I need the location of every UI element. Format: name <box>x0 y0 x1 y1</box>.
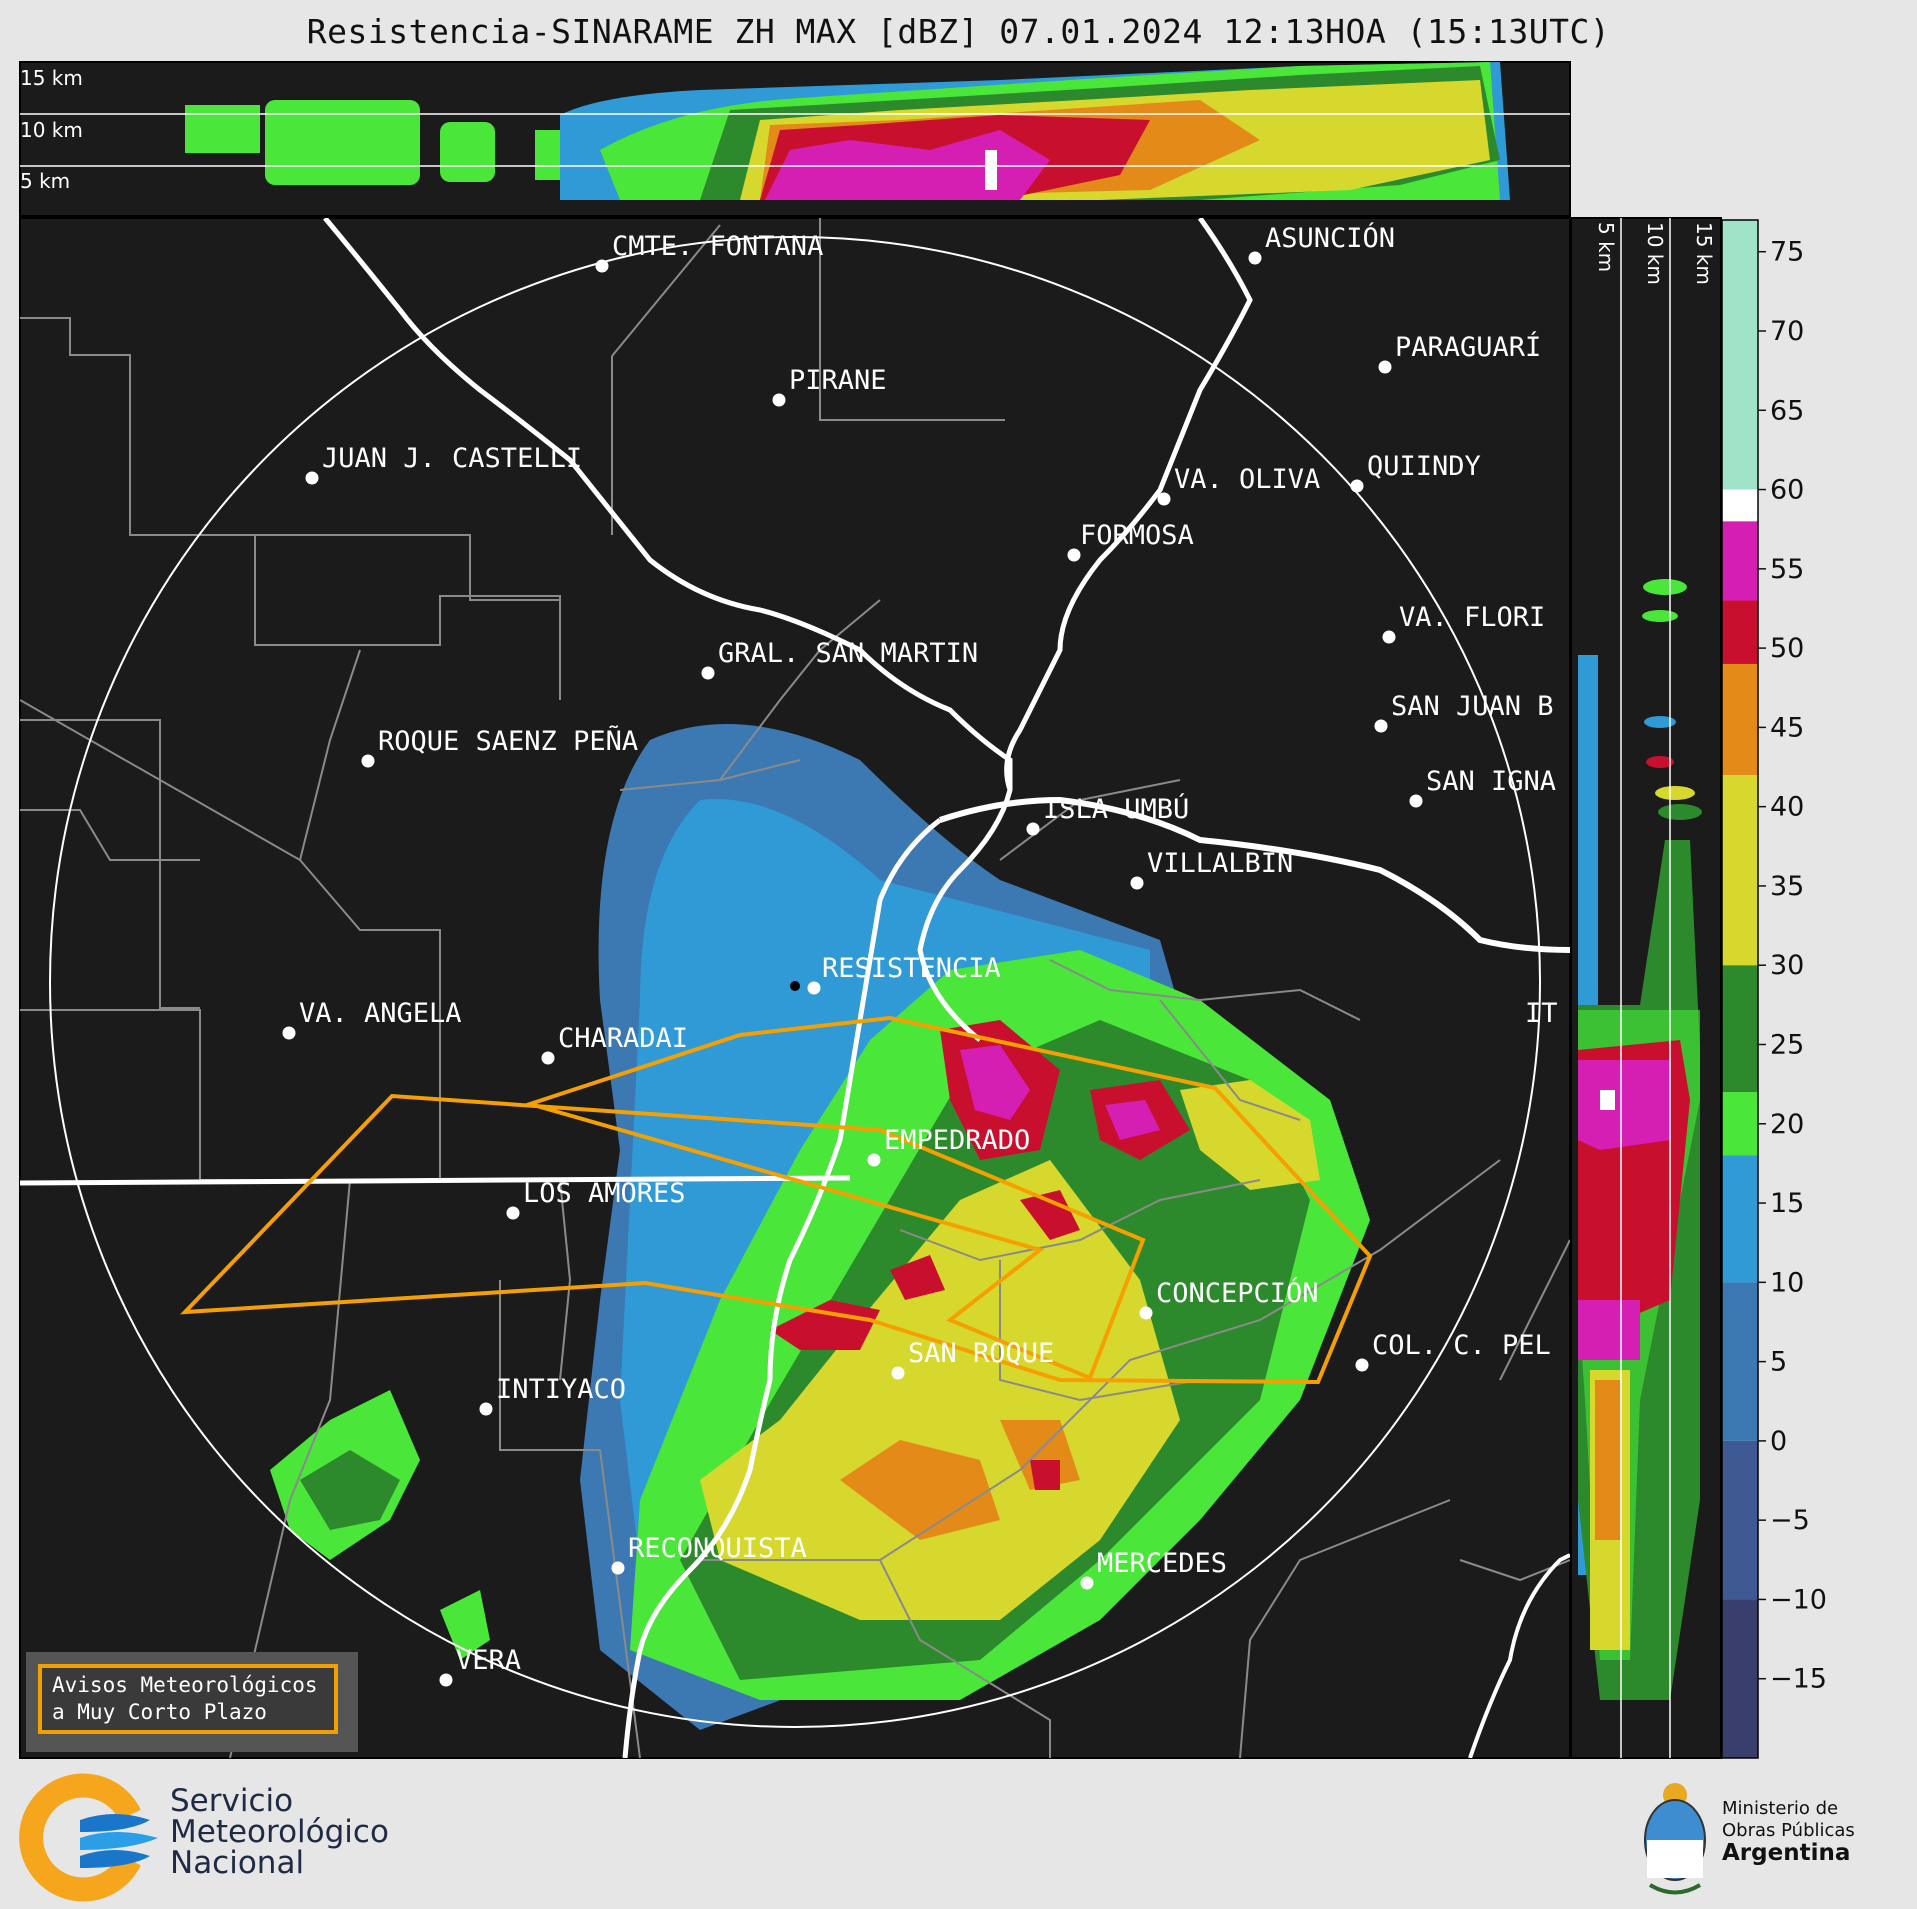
smn-logo <box>19 1773 158 1902</box>
ministry-line-3: Argentina <box>1722 1840 1851 1866</box>
city-label-intiyaco: INTIYACO <box>496 1374 626 1405</box>
smn-wordmark: Servicio Meteorológico Nacional <box>170 1786 389 1879</box>
top-alt-label-5km: 5 km <box>20 169 70 193</box>
ministry-line-2: Obras Públicas <box>1722 1820 1855 1841</box>
colorbar-tick-label: 0 <box>1770 1426 1787 1457</box>
colorbar-band <box>1722 1092 1758 1156</box>
smn-line-2: Meteorológico <box>170 1814 389 1850</box>
chart-title: Resistencia-SINARAME ZH MAX [dBZ] 07.01.… <box>306 12 1611 51</box>
alert-polygon-outline <box>180 1015 1373 1385</box>
city-labels: CMTE. FONTANA ASUNCIÓN PIRANE PARAGUARÍ … <box>299 222 1558 1676</box>
city-label-vera: VERA <box>456 1645 521 1676</box>
colorbar-tick-label: 75 <box>1770 237 1804 268</box>
city-label-juan-j-castelli: JUAN J. CASTELLI <box>322 443 582 474</box>
avisos-line-2: a Muy Corto Plazo <box>52 1700 267 1724</box>
colorbar-band <box>1722 1440 1758 1600</box>
argentina-coat-of-arms <box>1644 1783 1706 1895</box>
right-profile-echoes <box>1578 579 1702 1700</box>
city-label-san-juan-b: SAN JUAN B <box>1391 691 1554 722</box>
colorbar-tick-label: 20 <box>1770 1109 1804 1140</box>
colorbar-tick-label: 50 <box>1770 633 1804 664</box>
colorbar-band <box>1722 600 1758 664</box>
city-label-san-roque: SAN ROQUE <box>908 1338 1054 1369</box>
city-label-va-flori: VA. FLORI <box>1399 602 1545 633</box>
city-label-formosa: FORMOSA <box>1080 520 1194 551</box>
colorbar-band <box>1722 965 1758 1093</box>
city-label-paraguari: PARAGUARÍ <box>1395 331 1541 363</box>
city-label-it: IT <box>1525 998 1558 1029</box>
city-label-resistencia: RESISTENCIA <box>822 953 1001 984</box>
city-label-asuncion: ASUNCIÓN <box>1265 222 1395 254</box>
city-label-charadai: CHARADAI <box>558 1023 688 1054</box>
city-label-col-c-pel: COL. C. PEL <box>1372 1330 1551 1361</box>
ministry-line-1: Ministerio de <box>1722 1798 1839 1819</box>
alert-polygons <box>180 1015 1373 1385</box>
city-label-empedrado: EMPEDRADO <box>884 1125 1030 1156</box>
colorbar-tick-label: 10 <box>1770 1267 1804 1298</box>
city-label-gral-san-martin: GRAL. SAN MARTIN <box>718 638 978 669</box>
colorbar-band <box>1722 489 1758 522</box>
city-label-isla-umbu: ISLA UMBÚ <box>1043 793 1189 825</box>
colorbar-tick-label: 30 <box>1770 950 1804 981</box>
rivers <box>20 218 1570 1758</box>
top-alt-label-15km: 15 km <box>20 66 83 90</box>
city-label-villalbin: VILLALBÍN <box>1147 847 1293 879</box>
top-profile-panel: 15 km 10 km 5 km <box>19 61 1571 217</box>
colorbar-tick-label: 70 <box>1770 316 1804 347</box>
city-label-va-angela: VA. ANGELA <box>299 998 462 1029</box>
colorbar-tick-label: 40 <box>1770 792 1804 823</box>
smn-logo-sun-ring <box>19 1773 141 1902</box>
department-borders <box>20 218 1570 1758</box>
colorbar-tick-label: −5 <box>1770 1505 1810 1536</box>
smn-line-3: Nacional <box>170 1845 305 1881</box>
radar-range-ring <box>49 236 1541 1728</box>
city-label-va-oliva: VA. OLIVA <box>1174 464 1320 495</box>
colorbar-tick-label: 45 <box>1770 712 1804 743</box>
city-label-quiindy: QUIINDY <box>1367 451 1481 482</box>
colorbar-band <box>1722 774 1758 966</box>
colorbar-tick-label: 55 <box>1770 554 1804 585</box>
colorbar-band <box>1722 1282 1758 1441</box>
right-alt-label-5km: 5 km <box>1594 222 1618 272</box>
city-label-mercedes: MERCEDES <box>1097 1548 1227 1579</box>
colorbar-tick-label: 25 <box>1770 1029 1804 1060</box>
city-label-concepcion: CONCEPCIÓN <box>1156 1277 1319 1309</box>
colorbar-bands <box>1722 220 1758 1758</box>
colorbar-tick-label: 60 <box>1770 475 1804 506</box>
city-label-roque-saenz-pena: ROQUE SAENZ PEÑA <box>378 725 638 757</box>
right-alt-label-15km: 15 km <box>1692 222 1716 285</box>
colorbar-tick-label: 35 <box>1770 871 1804 902</box>
city-label-san-igna: SAN IGNA <box>1426 766 1556 797</box>
colorbar-band <box>1722 220 1758 490</box>
ministry-wordmark: Ministerio de Obras Públicas Argentina <box>1722 1798 1855 1866</box>
colorbar-tick-label: 15 <box>1770 1188 1804 1219</box>
avisos-badge[interactable]: Avisos Meteorológicos a Muy Corto Plazo <box>38 1664 338 1734</box>
smn-line-1: Servicio <box>170 1783 294 1819</box>
top-alt-label-10km: 10 km <box>20 118 83 142</box>
colorbar-frame <box>1721 219 1759 1759</box>
colorbar-tick-label: 65 <box>1770 395 1804 426</box>
colorbar-tick-label: −10 <box>1770 1584 1827 1615</box>
city-markers <box>282 251 1423 1687</box>
colorbar-band <box>1722 663 1758 775</box>
colorbar-band <box>1722 1599 1758 1758</box>
colorbar-tick-label: −15 <box>1770 1664 1827 1695</box>
city-label-los-amores: LOS AMORES <box>523 1178 686 1209</box>
avisos-line-1: Avisos Meteorológicos <box>52 1673 318 1697</box>
right-alt-label-10km: 10 km <box>1643 222 1667 285</box>
colorbar-band <box>1722 1155 1758 1283</box>
city-label-reconquista: RECONQUISTA <box>628 1533 807 1564</box>
colorbar-band <box>1722 521 1758 601</box>
map-panel: CMTE. FONTANA ASUNCIÓN PIRANE PARAGUARÍ … <box>19 217 1571 1759</box>
right-profile-panel: 5 km 10 km 15 km <box>1570 217 1722 1759</box>
colorbar-tick-label: 5 <box>1770 1347 1787 1378</box>
city-label-pirane: PIRANE <box>789 365 887 396</box>
city-label-cmte-fontana: CMTE. FONTANA <box>612 231 823 262</box>
